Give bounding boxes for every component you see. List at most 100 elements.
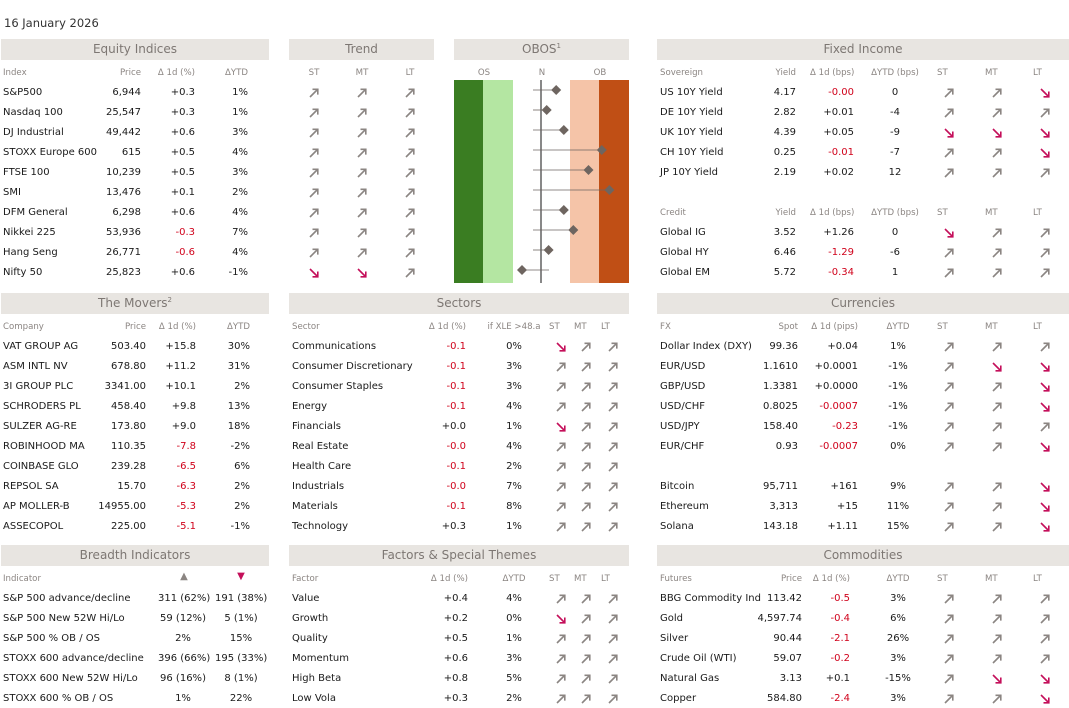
obos-marker-9 — [517, 265, 527, 275]
fx-col-header-3: ΔYTD — [886, 322, 910, 332]
fx-row-3-trend-up-icon — [991, 401, 1003, 413]
sovereign-row-0-col-0: US 10Y Yield — [660, 87, 723, 98]
credit-row-0-trend-down-icon — [943, 227, 955, 239]
equity-row-6-col-0: DFM General — [3, 207, 68, 218]
sovereign-row-4-col-0: JP 10Y Yield — [660, 167, 718, 178]
fx-row-3-trend-down-icon — [1039, 401, 1051, 413]
movers-row-8-col-1: 14955.00 — [98, 501, 146, 512]
sectors-row-2-trend-up-icon — [580, 381, 592, 393]
factors-row-2-col-1: +0.5 — [443, 633, 468, 644]
factors-col-header-5: LT — [601, 574, 610, 584]
sovereign-row-3-trend-up-icon — [943, 147, 955, 159]
movers-row-3-col-1: 458.40 — [111, 401, 146, 412]
sectors-row-7-trend-up-icon — [607, 481, 619, 493]
movers-col-header-2: Δ 1d (%) — [158, 322, 196, 332]
factors-row-1-col-2: 0% — [506, 613, 522, 624]
sovereign-row-3-trend-up-icon — [991, 147, 1003, 159]
movers-row-5-col-3: -2% — [230, 441, 250, 452]
movers-row-8-col-0: AP MOLLER-B — [3, 501, 70, 512]
sectors-row-2-trend-up-icon — [607, 381, 619, 393]
factors-row-2-trend-up-icon — [555, 633, 567, 645]
fx-row-1-col-2: +0.0001 — [814, 361, 858, 372]
fx-row-3-trend-up-icon — [943, 401, 955, 413]
sectors-row-2-col-2: 3% — [506, 381, 522, 392]
sectors-row-3-col-1: -0.1 — [446, 401, 466, 412]
commodities-title: Commodities — [823, 548, 903, 562]
equity-row-3-col-0: STOXX Europe 600 — [3, 147, 97, 158]
credit-col-header-0: Credit — [660, 208, 686, 218]
equity-row-7-col-3: 7% — [232, 227, 248, 238]
obos-marker-0 — [551, 85, 562, 95]
equity-row-6-col-2: +0.6 — [170, 207, 195, 218]
factors-row-5-trend-up-icon — [607, 693, 619, 705]
movers-row-9-col-0: ASSECOPOL — [3, 521, 64, 532]
obos-marker-3 — [596, 145, 607, 155]
sectors-row-4-trend-down-icon — [555, 421, 567, 433]
equity-row-3-col-1: 615 — [121, 147, 141, 158]
trend-col-header-2: LT — [405, 68, 415, 78]
factors-row-2-col-0: Quality — [292, 633, 328, 644]
equity-row-8-col-1: 26,771 — [106, 247, 141, 258]
movers-row-1-col-2: +11.2 — [165, 361, 196, 372]
movers-row-5-col-1: 110.35 — [111, 441, 146, 452]
trend-row-7-trend-up-icon — [308, 227, 320, 239]
obos-title: OBOS — [522, 42, 557, 56]
sectors-row-0-col-0: Communications — [292, 341, 377, 352]
trend-row-2-trend-up-icon — [308, 127, 320, 139]
sovereign-row-4-col-2: +0.02 — [823, 167, 854, 178]
trend-row-7-trend-up-icon — [356, 227, 368, 239]
factors-col-header-1: Δ 1d (%) — [430, 574, 468, 584]
sovereign-row-1-col-2: +0.01 — [823, 107, 854, 118]
sectors-row-4-col-0: Financials — [292, 421, 341, 432]
commodities-row-2-col-2: -2.1 — [830, 633, 850, 644]
movers-row-3-col-0: SCHRODERS PL — [3, 401, 81, 412]
sovereign-row-2-trend-down-icon — [943, 127, 955, 139]
commodities-row-5-trend-up-icon — [991, 693, 1003, 705]
credit-row-2-trend-up-icon — [1039, 267, 1051, 279]
credit-row-1-col-1: 6.46 — [773, 247, 796, 258]
breadth-row-5-col-2: 22% — [229, 693, 253, 704]
factors-row-5-col-1: +0.3 — [443, 693, 468, 704]
credit-row-1-trend-up-icon — [991, 247, 1003, 259]
credit-row-0-col-1: 3.52 — [773, 227, 796, 238]
equity-row-1-col-1: 25,547 — [106, 107, 141, 118]
sovereign-row-1-col-0: DE 10Y Yield — [660, 107, 724, 118]
breadth-row-0-col-2: 191 (38%) — [215, 593, 268, 604]
breadth-row-5-col-1: 1% — [175, 693, 191, 704]
fx-row-3-col-1: 0.8025 — [763, 401, 798, 412]
breadth-row-2-col-0: S&P 500 % OB / OS — [3, 633, 100, 644]
trend-row-1-trend-up-icon — [404, 107, 416, 119]
credit-row-0-col-2: +1.26 — [823, 227, 854, 238]
crypto-row-0-trend-down-icon — [1039, 481, 1051, 493]
sectors-row-4-col-2: 1% — [506, 421, 522, 432]
commodities-row-3-col-3: 3% — [890, 653, 906, 664]
credit-col-header-5: MT — [985, 208, 998, 218]
crypto-row-0-trend-up-icon — [943, 481, 955, 493]
sectors-row-3-trend-up-icon — [555, 401, 567, 413]
credit-row-1-col-3: -6 — [890, 247, 900, 258]
breadth-row-3-col-1: 396 (66%) — [158, 653, 211, 664]
commodities-row-1-trend-up-icon — [943, 613, 955, 625]
equity-row-0-col-3: 1% — [232, 87, 248, 98]
factors-row-0-col-1: +0.4 — [443, 593, 468, 604]
commodities-row-5-col-1: 584.80 — [767, 693, 802, 704]
equity-indices-title: Equity Indices — [92, 42, 178, 56]
sectors-col-header-3: ST — [549, 322, 560, 332]
equity-row-5-col-2: +0.1 — [170, 187, 195, 198]
sovereign-row-3-col-2: -0.01 — [828, 147, 854, 158]
sovereign-row-2-col-2: +0.05 — [823, 127, 854, 138]
obos-os-strong-band — [454, 80, 483, 283]
commodities-row-5-col-0: Copper — [660, 693, 697, 704]
commodities-col-header-6: LT — [1033, 574, 1042, 584]
credit-row-2-col-0: Global EM — [660, 267, 711, 278]
crypto-row-2-trend-down-icon — [1039, 521, 1051, 533]
equity-row-6-col-3: 4% — [232, 207, 248, 218]
fx-row-4-trend-up-icon — [1039, 421, 1051, 433]
currencies-title: Currencies — [831, 296, 895, 310]
sovereign-col-header-0: Sovereign — [660, 68, 704, 78]
breadth-row-4-col-1: 96 (16%) — [160, 673, 206, 684]
commodities-col-header-1: Price — [781, 574, 802, 584]
sovereign-row-1-trend-up-icon — [991, 107, 1003, 119]
credit-row-1-col-2: -1.29 — [828, 247, 854, 258]
factors-row-1-col-1: +0.2 — [443, 613, 468, 624]
